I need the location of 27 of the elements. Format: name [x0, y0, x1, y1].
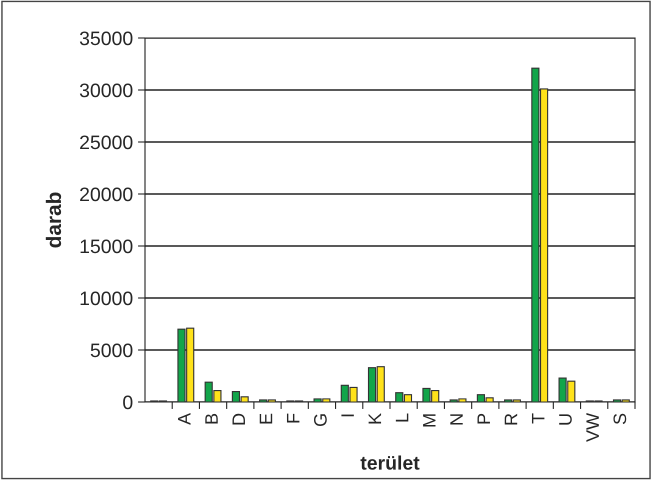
y-tick-label: 20000	[80, 187, 132, 202]
x-tick-label: G	[314, 414, 327, 426]
y-axis-title: darab	[46, 192, 62, 248]
x-tick-label: F	[286, 414, 300, 422]
x-tick-label: P	[478, 414, 490, 424]
y-tick-label: 15000	[80, 239, 132, 254]
y-tick-label: 30000	[80, 83, 132, 98]
x-tick-label: R	[504, 414, 518, 424]
x-tick-label: T	[532, 413, 544, 424]
x-tick-label: A	[178, 412, 190, 425]
x-tick-label: S	[613, 414, 626, 424]
x-tick-label: M	[423, 414, 436, 426]
x-tick-label: E	[260, 414, 272, 424]
x-tick-label: VW	[586, 412, 599, 442]
x-tick-label: N	[450, 414, 463, 424]
y-tick-label: 0	[123, 395, 132, 410]
y-tick-label: 5000	[90, 343, 132, 358]
x-tick-label: K	[368, 413, 382, 424]
y-tick-label: 10000	[80, 291, 132, 306]
x-tick-label: L	[396, 414, 408, 422]
x-tick-label: I	[341, 414, 354, 416]
x-tick-label: D	[232, 414, 245, 424]
x-axis-title: terület	[360, 455, 420, 470]
x-tick-label: B	[205, 414, 218, 424]
y-tick-label: 25000	[80, 135, 132, 150]
x-tick-label: U	[559, 414, 572, 425]
y-tick-label: 35000	[80, 31, 132, 46]
